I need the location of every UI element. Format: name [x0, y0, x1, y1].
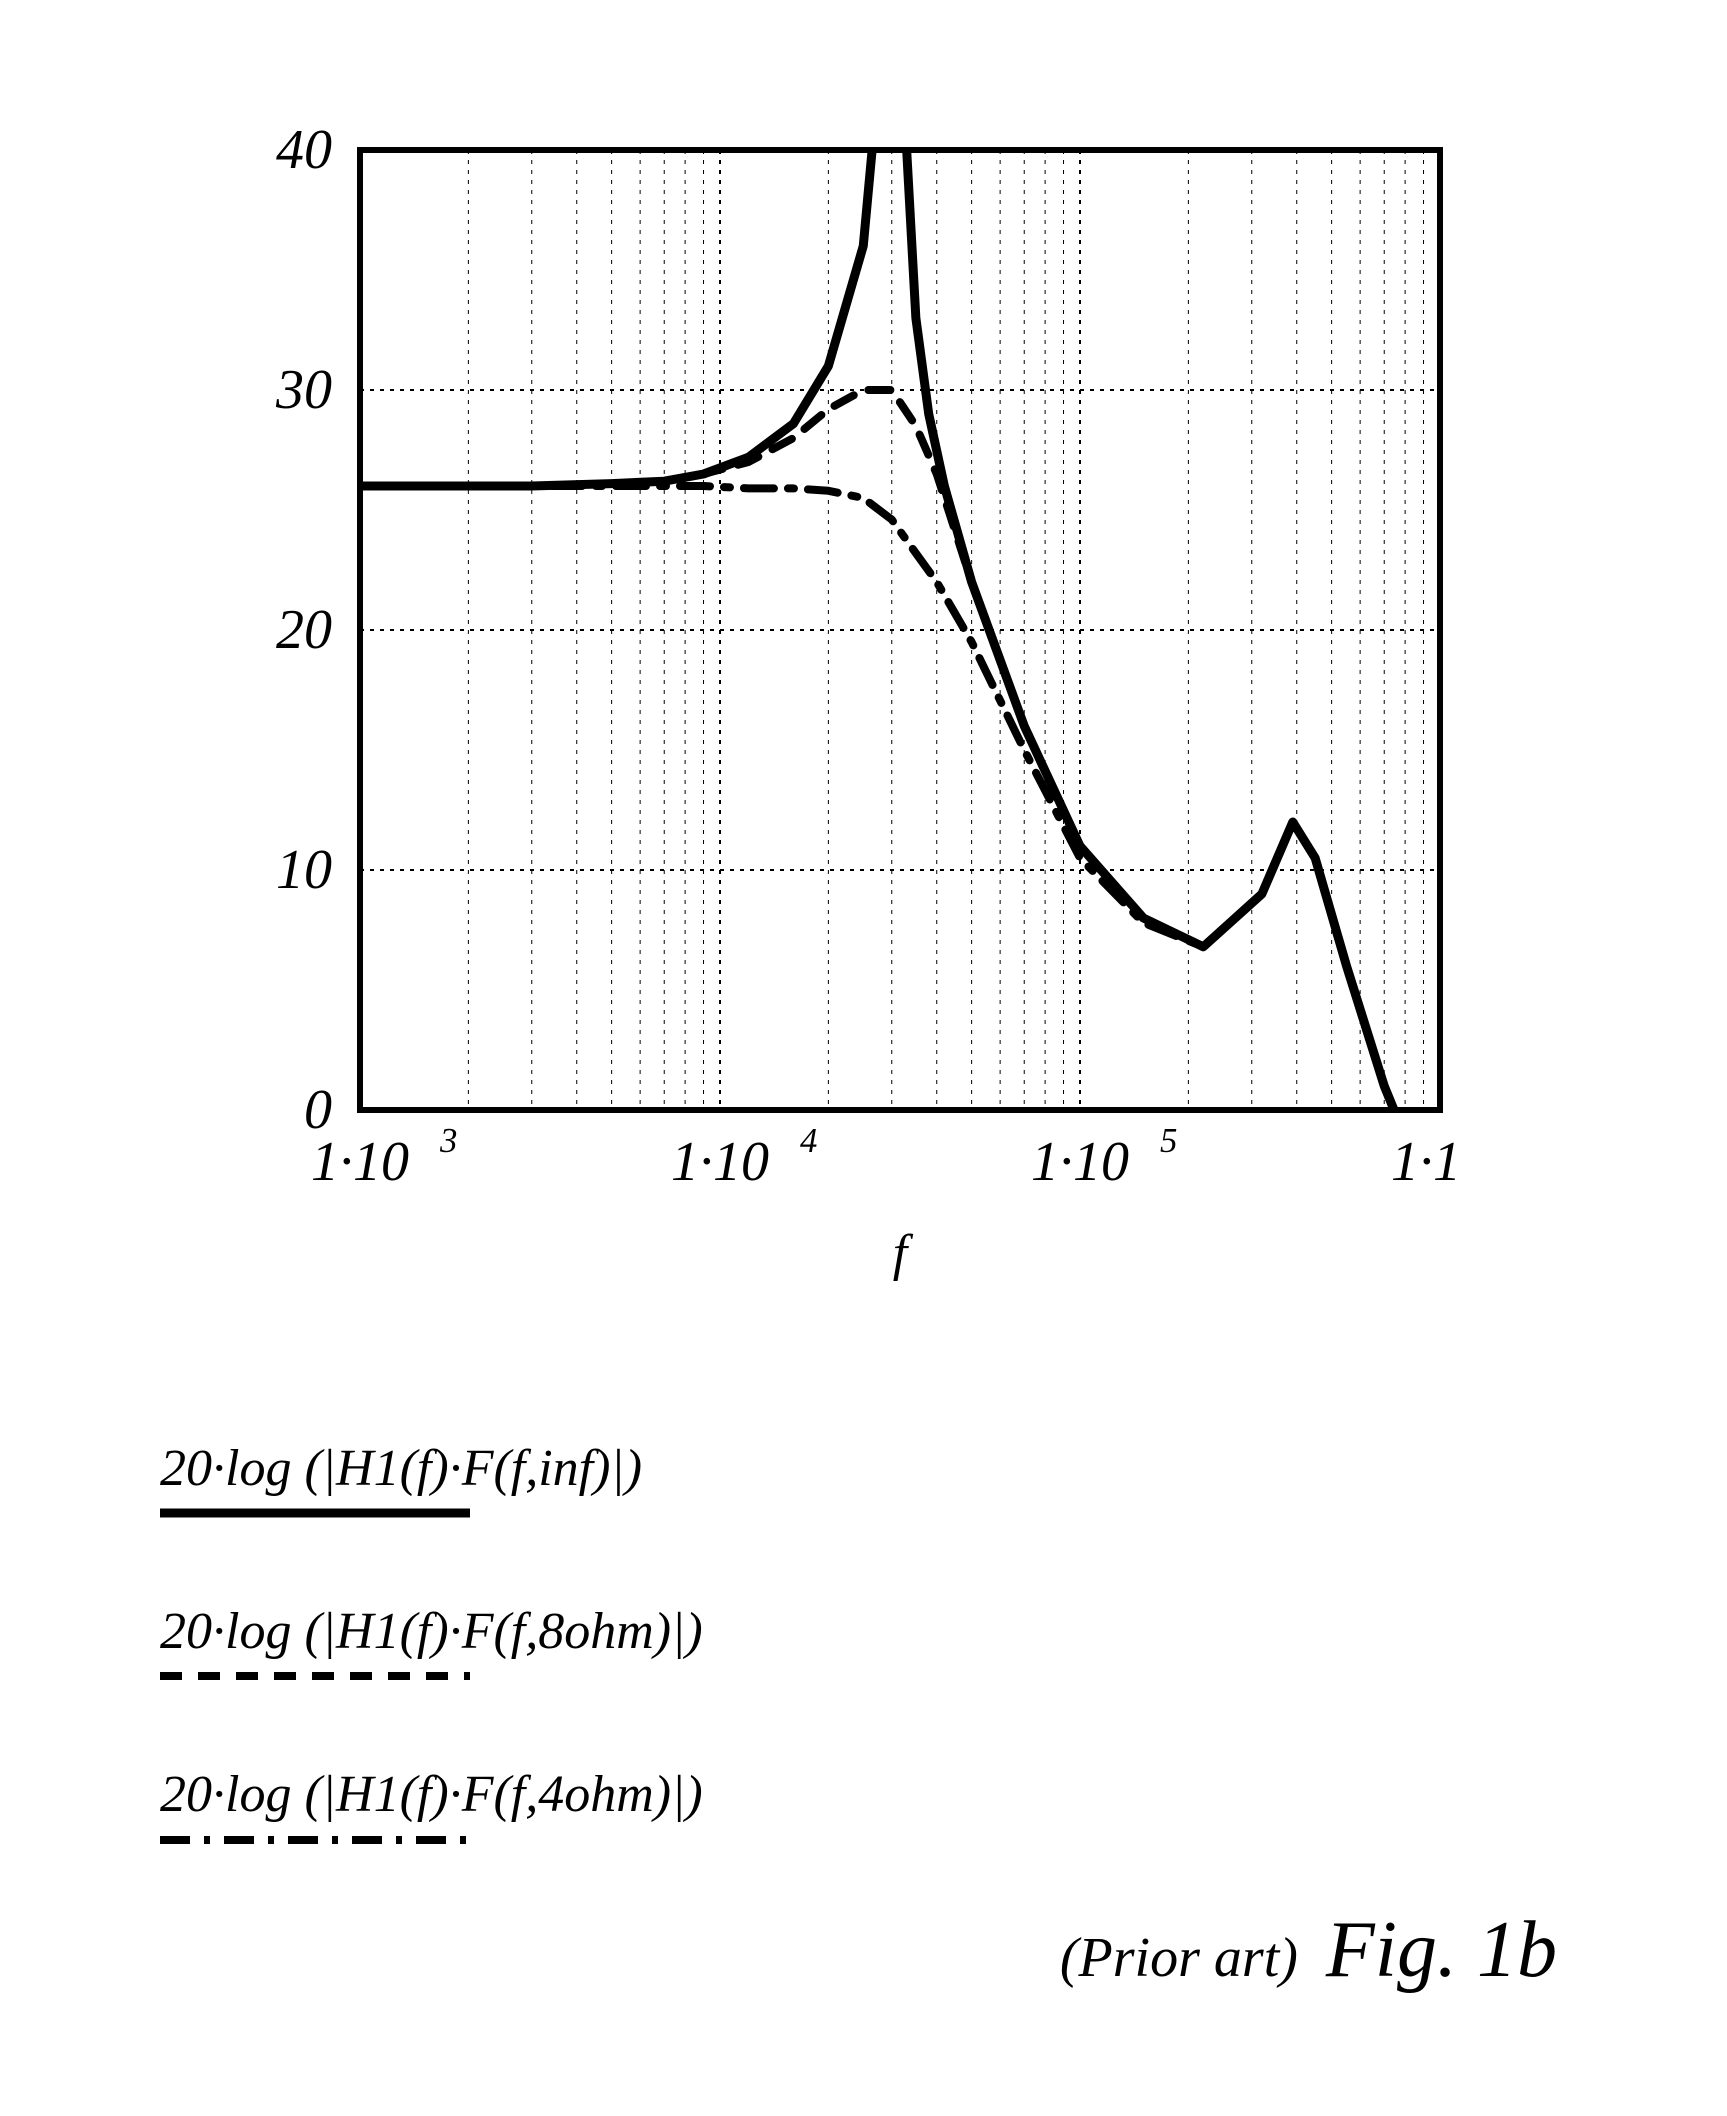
- legend-line-sample: [160, 1503, 470, 1533]
- x-tick-label: 1·10: [311, 1131, 409, 1193]
- chart-svg: 0102030401·1031·1041·1051·106f: [180, 120, 1460, 1330]
- legend-label: 20·log (|H1(f)·F(f,inf)|): [160, 1440, 703, 1497]
- x-tick-label: 1·10: [1391, 1131, 1460, 1193]
- legend-label: 20·log (|H1(f)·F(f,8ohm)|): [160, 1603, 703, 1660]
- legend: 20·log (|H1(f)·F(f,inf)|) 20·log (|H1(f)·…: [160, 1440, 703, 1930]
- chart-bode-plot: 0102030401·1031·1041·1051·106f: [180, 120, 1460, 1335]
- legend-item-1: 20·log (|H1(f)·F(f,8ohm)|): [160, 1603, 703, 1696]
- x-tick-exp: 3: [439, 1121, 457, 1160]
- x-axis-label: f: [893, 1225, 914, 1282]
- legend-label: 20·log (|H1(f)·F(f,4ohm)|): [160, 1766, 703, 1823]
- x-tick-exp: 5: [1160, 1121, 1177, 1160]
- y-tick-label: 20: [276, 599, 332, 661]
- x-tick-exp: 4: [800, 1121, 817, 1160]
- legend-item-0: 20·log (|H1(f)·F(f,inf)|): [160, 1440, 703, 1533]
- y-tick-label: 30: [275, 359, 332, 421]
- y-tick-label: 10: [276, 839, 332, 901]
- x-tick-label: 1·10: [1031, 1131, 1129, 1193]
- legend-line-sample: [160, 1830, 470, 1860]
- x-tick-label: 1·10: [671, 1131, 769, 1193]
- legend-line-sample: [160, 1666, 470, 1696]
- caption-prefix: (Prior art): [1060, 1927, 1298, 1989]
- figure-caption: (Prior art) Fig. 1b: [1060, 1905, 1557, 1996]
- caption-label: Fig. 1b: [1326, 1906, 1557, 1994]
- y-tick-label: 40: [276, 120, 332, 181]
- legend-item-2: 20·log (|H1(f)·F(f,4ohm)|): [160, 1766, 703, 1859]
